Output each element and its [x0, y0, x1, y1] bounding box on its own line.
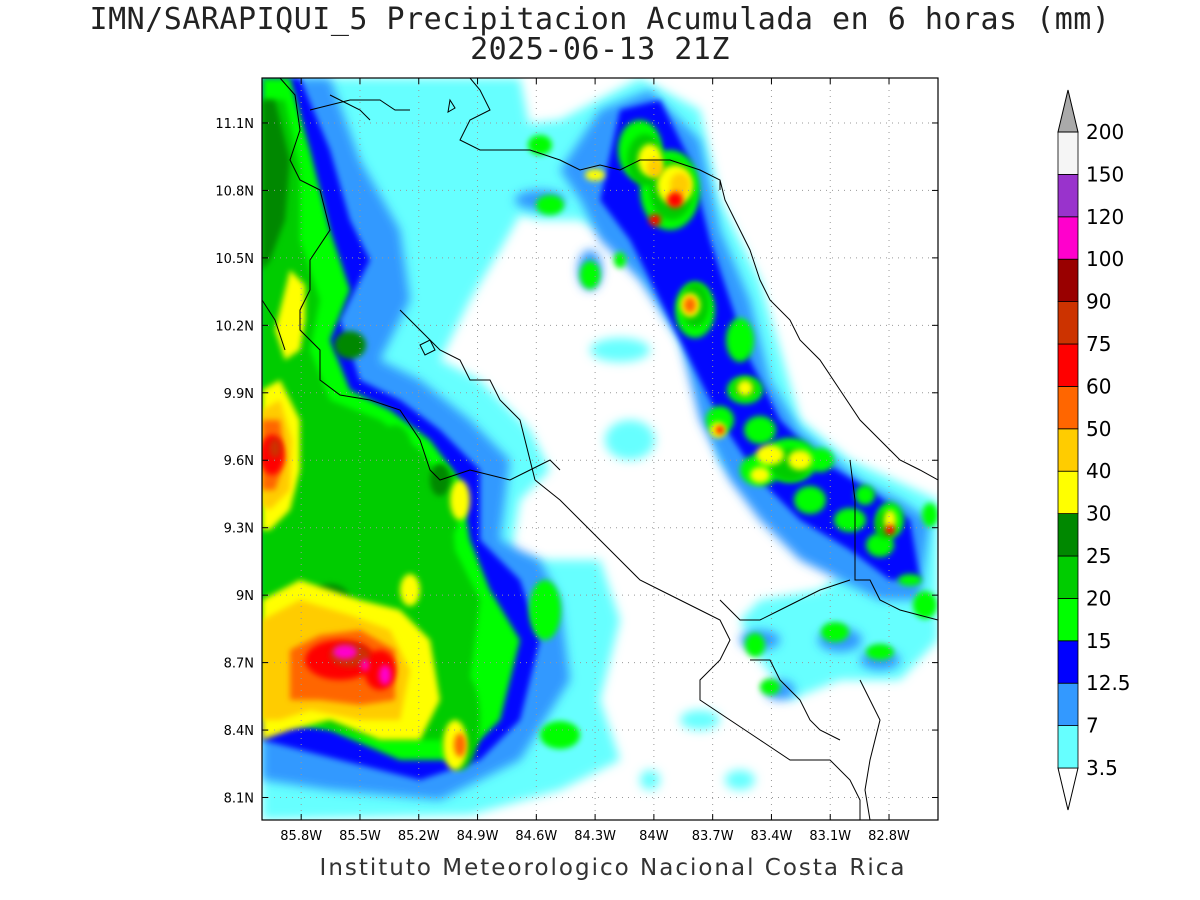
lat-tick-label: 8.1N [224, 792, 254, 807]
colorbar-band [1057, 555, 1079, 599]
colorbar-label: 40 [1086, 459, 1111, 483]
lon-tick-label: 83.1W [809, 829, 851, 844]
lat-tick-label: 9.6N [224, 454, 254, 469]
colorbar-label: 75 [1086, 332, 1111, 356]
precipitation-field [262, 78, 938, 820]
colorbar-band [1057, 131, 1079, 175]
colorbar-label: 150 [1086, 162, 1124, 186]
colorbar-label: 20 [1086, 586, 1111, 610]
colorbar-label: 90 [1086, 290, 1111, 314]
colorbar-band [1057, 682, 1079, 727]
coastline [262, 78, 938, 820]
lat-tick-label: 9N [236, 589, 254, 604]
colorbar-band [1057, 301, 1079, 345]
lon-tick-label: 84.6W [515, 829, 557, 844]
triangle-open-icon [1057, 767, 1079, 811]
colorbar-band [1057, 470, 1079, 515]
colorbar-band [1057, 428, 1079, 472]
lon-tick-label: 83.4W [751, 829, 793, 844]
lon-tick-label: 85.8W [280, 829, 322, 844]
map-frame [261, 77, 939, 821]
lat-tick-label: 11.1N [215, 117, 254, 132]
lat-tick-label: 9.3N [224, 522, 254, 537]
colorbar-band [1057, 513, 1079, 557]
colorbar-label: 100 [1086, 247, 1124, 271]
map-datetime: 2025-06-13 21Z [470, 32, 730, 67]
colorbar-band [1057, 598, 1079, 642]
map-axes: 85.8W 85.5W 85.2W 84.9W 84.6W 84.3W 84W 83.7W 83… [215, 78, 938, 844]
colorbar-band [1057, 343, 1079, 387]
lat-tick-label: 10.5N [215, 252, 254, 267]
lon-tick-label: 85.5W [339, 829, 381, 844]
colorbar-legend: 3.5 7 12.5 15 20 25 30 40 50 60 75 90 100 120 150 200 [1057, 89, 1131, 811]
lat-tick-label: 10.2N [215, 319, 254, 334]
colorbar-label: 200 [1086, 120, 1124, 144]
colorbar-label: 25 [1086, 544, 1111, 568]
lat-tick-label: 8.7N [224, 657, 254, 672]
colorbar-label: 15 [1086, 629, 1111, 653]
colorbar-band [1057, 725, 1079, 769]
colorbar-label: 30 [1086, 502, 1111, 526]
colorbar-band [1057, 258, 1079, 303]
colorbar-label: 120 [1086, 205, 1124, 229]
lon-tick-label: 84.3W [574, 829, 616, 844]
colorbar-label: 50 [1086, 417, 1111, 441]
lat-tick-label: 8.4N [224, 724, 254, 739]
colorbar-label: 12.5 [1086, 671, 1131, 695]
colorbar-label: 3.5 [1086, 756, 1118, 780]
lon-tick-label: 84.9W [457, 829, 499, 844]
map-title: IMN/SARAPIQUI_5 Precipitacion Acumulada … [89, 2, 1111, 37]
colorbar-label: 60 [1086, 374, 1111, 398]
lat-tick-label: 10.8N [215, 184, 254, 199]
colorbar-band [1057, 640, 1079, 684]
lon-tick-label: 83.7W [692, 829, 734, 844]
colorbar-label: 7 [1086, 714, 1099, 738]
colorbar-band [1057, 216, 1079, 260]
lon-tick-label: 84W [639, 829, 669, 844]
colorbar-band [1057, 173, 1079, 218]
lon-tick-label: 82.8W [868, 829, 910, 844]
lat-tick-label: 9.9N [224, 387, 254, 402]
colorbar-band [1057, 385, 1079, 430]
map-grid [262, 78, 938, 820]
credit-text: Instituto Meteorologico Nacional Costa R… [319, 855, 907, 881]
lon-tick-label: 85.2W [398, 829, 440, 844]
triangle-gray-icon [1057, 89, 1079, 133]
